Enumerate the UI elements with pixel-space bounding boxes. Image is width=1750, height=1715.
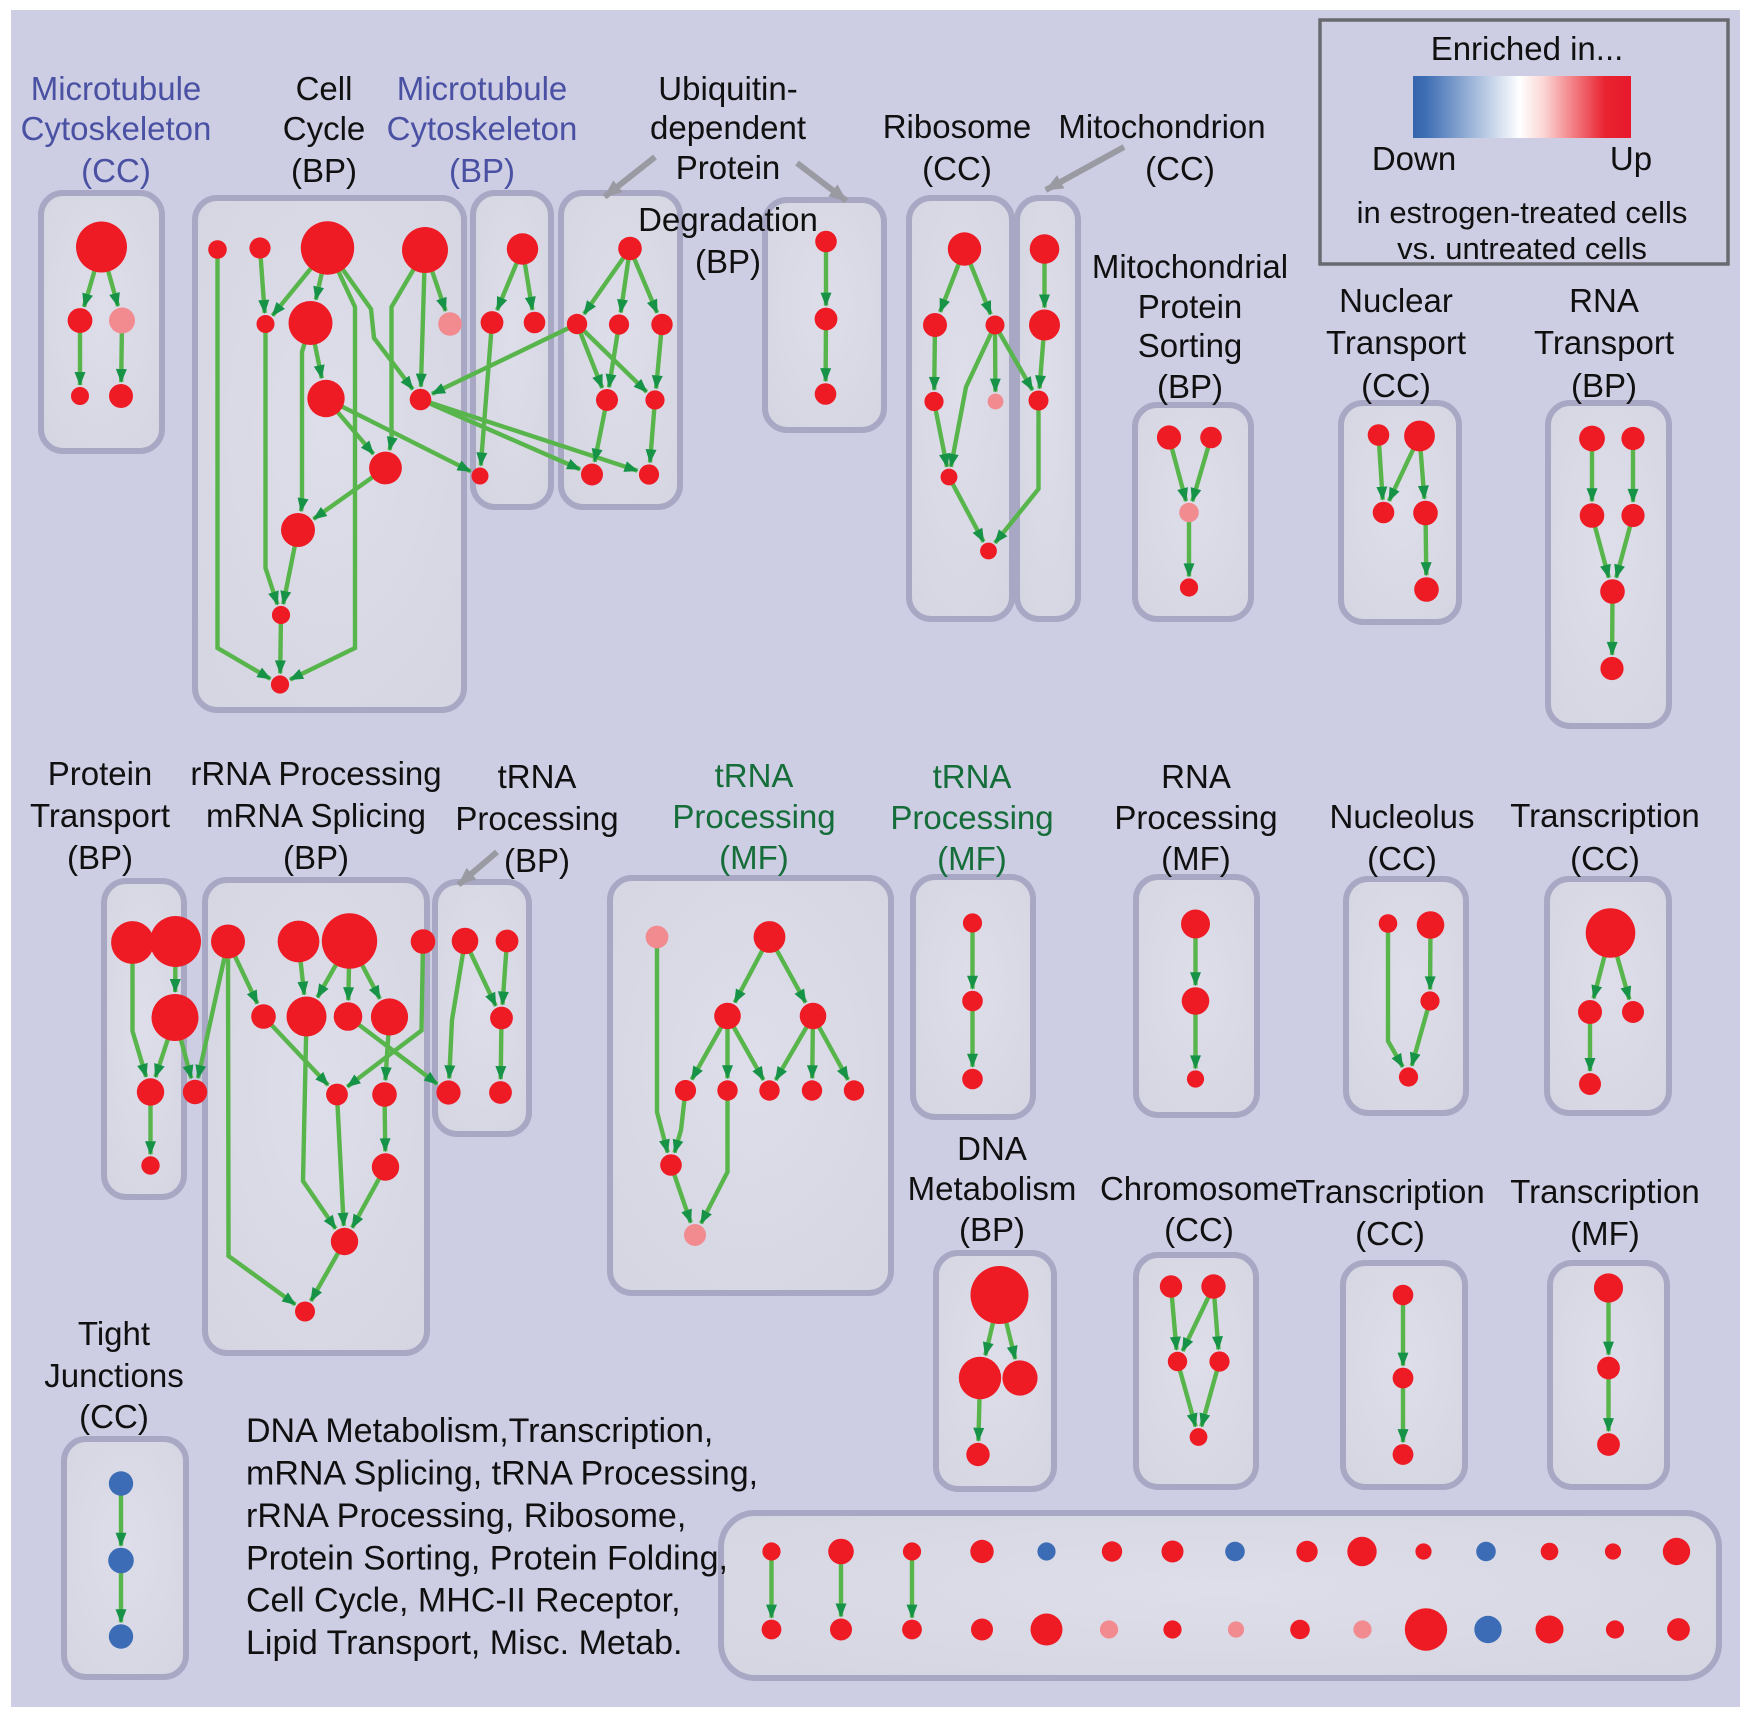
svg-text:(MF): (MF) bbox=[719, 839, 789, 876]
svg-text:(CC): (CC) bbox=[79, 1398, 149, 1435]
svg-text:(BP): (BP) bbox=[449, 152, 515, 189]
svg-text:Transcription: Transcription bbox=[1510, 797, 1700, 834]
svg-text:(BP): (BP) bbox=[959, 1211, 1025, 1248]
svg-text:RNA: RNA bbox=[1161, 758, 1231, 795]
svg-text:Junctions: Junctions bbox=[44, 1357, 183, 1394]
svg-text:Protein: Protein bbox=[676, 149, 781, 186]
svg-text:Cell: Cell bbox=[296, 70, 353, 107]
svg-text:Transport: Transport bbox=[1534, 324, 1674, 361]
svg-text:Microtubule: Microtubule bbox=[31, 70, 202, 107]
svg-text:Ribosome: Ribosome bbox=[883, 108, 1032, 145]
svg-text:Protein: Protein bbox=[1138, 288, 1243, 325]
svg-text:Degradation: Degradation bbox=[638, 201, 818, 238]
svg-text:Tight: Tight bbox=[78, 1315, 150, 1352]
svg-text:Transcription: Transcription bbox=[1510, 1173, 1700, 1210]
svg-text:Protein: Protein bbox=[48, 755, 153, 792]
svg-text:Ubiquitin-: Ubiquitin- bbox=[658, 70, 797, 107]
svg-text:Mitochondrial: Mitochondrial bbox=[1092, 248, 1288, 285]
svg-text:Cycle: Cycle bbox=[283, 110, 366, 147]
svg-text:rRNA Processing: rRNA Processing bbox=[190, 755, 441, 792]
svg-text:(BP): (BP) bbox=[1571, 367, 1637, 404]
svg-text:Microtubule: Microtubule bbox=[397, 70, 568, 107]
svg-text:Nuclear: Nuclear bbox=[1339, 282, 1453, 319]
svg-text:Up: Up bbox=[1610, 140, 1652, 177]
svg-text:Processing: Processing bbox=[1114, 799, 1277, 836]
svg-text:Processing: Processing bbox=[672, 798, 835, 835]
svg-text:Transport: Transport bbox=[30, 797, 170, 834]
svg-text:(MF): (MF) bbox=[1570, 1215, 1640, 1252]
svg-text:(BP): (BP) bbox=[695, 243, 761, 280]
svg-text:(CC): (CC) bbox=[922, 150, 992, 187]
svg-text:Transport: Transport bbox=[1326, 324, 1466, 361]
svg-text:vs. untreated cells: vs. untreated cells bbox=[1397, 231, 1647, 266]
svg-text:Metabolism: Metabolism bbox=[908, 1170, 1077, 1207]
svg-text:Cell Cycle, MHC-II Receptor,: Cell Cycle, MHC-II Receptor, bbox=[246, 1582, 681, 1620]
svg-text:tRNA: tRNA bbox=[498, 758, 577, 795]
svg-text:(BP): (BP) bbox=[1157, 368, 1223, 405]
svg-text:(CC): (CC) bbox=[81, 152, 151, 189]
svg-text:DNA: DNA bbox=[957, 1130, 1027, 1167]
svg-text:(MF): (MF) bbox=[1161, 840, 1231, 877]
svg-text:RNA: RNA bbox=[1569, 282, 1639, 319]
svg-text:(BP): (BP) bbox=[67, 839, 133, 876]
svg-text:(CC): (CC) bbox=[1164, 1211, 1234, 1248]
svg-text:Nucleolus: Nucleolus bbox=[1330, 798, 1475, 835]
svg-text:(BP): (BP) bbox=[504, 842, 570, 879]
svg-text:rRNA Processing, Ribosome,: rRNA Processing, Ribosome, bbox=[246, 1497, 686, 1535]
svg-text:Transcription: Transcription bbox=[1295, 1173, 1485, 1210]
svg-text:tRNA: tRNA bbox=[715, 757, 794, 794]
svg-text:Cytoskeleton: Cytoskeleton bbox=[21, 110, 212, 147]
svg-text:dependent: dependent bbox=[650, 109, 806, 146]
svg-text:(MF): (MF) bbox=[937, 840, 1007, 877]
svg-text:(CC): (CC) bbox=[1145, 150, 1215, 187]
svg-text:tRNA: tRNA bbox=[933, 758, 1012, 795]
svg-text:Lipid Transport, Misc. Metab.: Lipid Transport, Misc. Metab. bbox=[246, 1624, 683, 1662]
svg-text:Down: Down bbox=[1372, 140, 1456, 177]
svg-text:Protein Sorting, Protein Foldi: Protein Sorting, Protein Folding, bbox=[246, 1539, 728, 1577]
svg-text:(CC): (CC) bbox=[1570, 840, 1640, 877]
svg-text:Sorting: Sorting bbox=[1138, 327, 1243, 364]
svg-text:mRNA Splicing: mRNA Splicing bbox=[206, 797, 426, 834]
svg-text:(BP): (BP) bbox=[291, 152, 357, 189]
svg-text:Chromosome: Chromosome bbox=[1100, 1170, 1298, 1207]
svg-text:mRNA Splicing, tRNA Processing: mRNA Splicing, tRNA Processing, bbox=[246, 1455, 758, 1493]
svg-text:Processing: Processing bbox=[455, 800, 618, 837]
svg-text:Mitochondrion: Mitochondrion bbox=[1058, 108, 1265, 145]
svg-text:(CC): (CC) bbox=[1361, 367, 1431, 404]
svg-text:Processing: Processing bbox=[890, 799, 1053, 836]
svg-text:Cytoskeleton: Cytoskeleton bbox=[387, 110, 578, 147]
svg-text:DNA Metabolism,Transcription,: DNA Metabolism,Transcription, bbox=[246, 1412, 713, 1450]
svg-text:(CC): (CC) bbox=[1367, 840, 1437, 877]
svg-text:(CC): (CC) bbox=[1355, 1215, 1425, 1252]
svg-text:in estrogen-treated cells: in estrogen-treated cells bbox=[1357, 195, 1688, 230]
svg-text:Enriched in...: Enriched in... bbox=[1431, 30, 1624, 67]
svg-text:(BP): (BP) bbox=[283, 839, 349, 876]
